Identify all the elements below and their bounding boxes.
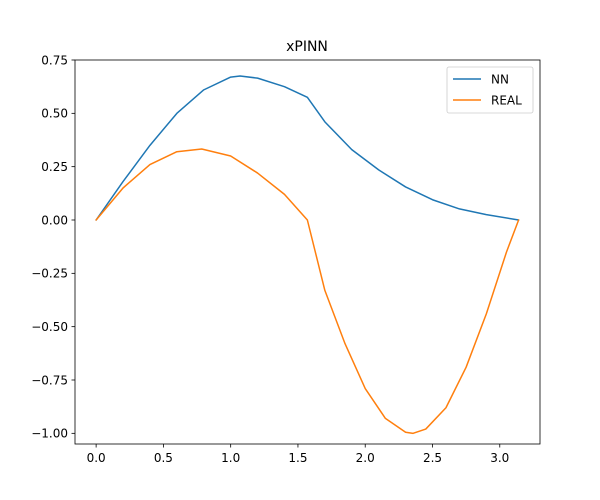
y-tick-label: 0.00 [41, 213, 68, 227]
y-tick-label: −0.75 [31, 373, 68, 387]
chart-title: xPINN [286, 39, 328, 55]
x-axis: 0.0 0.5 1.0 1.5 2.0 2.5 3.0 [87, 444, 509, 465]
series-line-nn [95, 75, 520, 221]
legend: NN REAL [446, 66, 534, 114]
legend-label-real: REAL [491, 93, 522, 107]
series-layer [95, 75, 520, 435]
x-tick-label: 3.0 [490, 451, 509, 465]
x-tick-label: 2.0 [356, 451, 375, 465]
x-tick-label: 1.5 [288, 451, 307, 465]
series-line-real [95, 148, 520, 435]
x-tick-label: 1.0 [221, 451, 240, 465]
y-tick-label: −0.25 [31, 267, 68, 281]
y-axis: 0.75 0.50 0.25 0.00 −0.25 −0.50 −0.75 −1.00 [31, 53, 75, 441]
plot-background [75, 60, 540, 444]
plot-area [75, 60, 540, 444]
x-tick-label: 0.5 [154, 451, 173, 465]
y-tick-label: −0.50 [31, 320, 68, 334]
plot-frame [74, 59, 541, 445]
y-tick-label: 0.50 [41, 107, 68, 121]
y-tick-label: 0.25 [41, 160, 68, 174]
y-tick-label: 0.75 [41, 53, 68, 67]
legend-label-nn: NN [491, 72, 509, 86]
x-tick-label: 0.0 [87, 451, 106, 465]
y-tick-label: −1.00 [31, 427, 68, 441]
x-tick-label: 2.5 [423, 451, 442, 465]
